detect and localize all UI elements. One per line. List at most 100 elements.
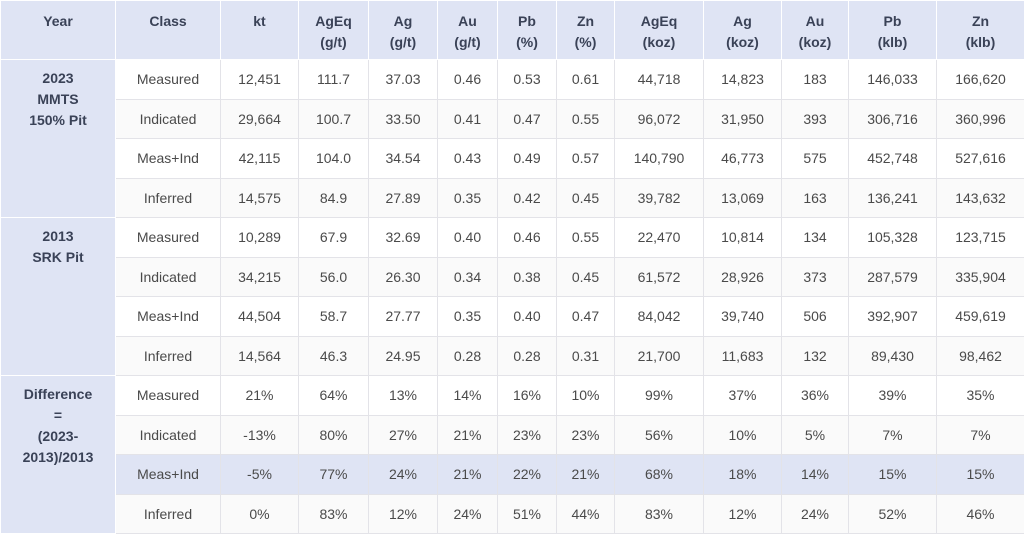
value-cell: 83% — [299, 494, 369, 534]
class-cell: Meas+Ind — [116, 455, 221, 495]
cell-text: Class — [149, 13, 186, 29]
value-cell: 21,700 — [615, 336, 704, 376]
value-cell: 56% — [615, 415, 704, 455]
value-cell: 27% — [369, 415, 438, 455]
cell-text: (%) — [516, 34, 538, 50]
header-cell: Zn(klb) — [937, 1, 1024, 60]
value-cell: 575 — [782, 139, 849, 179]
year-cell: 2013 SRK Pit — [1, 218, 116, 376]
value-cell: 24.95 — [369, 336, 438, 376]
value-cell: 0.41 — [438, 99, 498, 139]
value-cell: 12% — [704, 494, 782, 534]
cell-text: Au — [458, 13, 477, 29]
value-cell: 15% — [937, 455, 1024, 495]
value-cell: 452,748 — [849, 139, 937, 179]
value-cell: 10% — [704, 415, 782, 455]
value-cell: 0.31 — [557, 336, 615, 376]
value-cell: 29,664 — [221, 99, 299, 139]
value-cell: 10,289 — [221, 218, 299, 258]
value-cell: 37% — [704, 376, 782, 416]
cell-text: SRK Pit — [32, 249, 83, 265]
header-cell: Year — [1, 1, 116, 60]
value-cell: 132 — [782, 336, 849, 376]
value-cell: 506 — [782, 297, 849, 337]
value-cell: 39,740 — [704, 297, 782, 337]
cell-text: (koz) — [799, 34, 832, 50]
header-cell: Pb (%) — [498, 1, 557, 60]
header-cell: AgEq(koz) — [615, 1, 704, 60]
cell-text: 2013)/2013 — [23, 449, 94, 465]
value-cell: 7% — [849, 415, 937, 455]
value-cell: 0.47 — [498, 99, 557, 139]
cell-text: 2013 — [42, 228, 73, 244]
class-cell: Inferred — [116, 336, 221, 376]
cell-text: 150% Pit — [29, 112, 87, 128]
value-cell: 15% — [849, 455, 937, 495]
value-cell: 11,683 — [704, 336, 782, 376]
value-cell: 24% — [782, 494, 849, 534]
class-cell: Indicated — [116, 415, 221, 455]
value-cell: 44% — [557, 494, 615, 534]
cell-text: = — [54, 407, 62, 423]
value-cell: 100.7 — [299, 99, 369, 139]
value-cell: 143,632 — [937, 178, 1024, 218]
value-cell: 46.3 — [299, 336, 369, 376]
value-cell: 13,069 — [704, 178, 782, 218]
cell-text: Pb — [518, 13, 536, 29]
class-cell: Measured — [116, 376, 221, 416]
value-cell: 123,715 — [937, 218, 1024, 258]
value-cell: 36% — [782, 376, 849, 416]
value-cell: 99% — [615, 376, 704, 416]
header-cell: Ag(g/t) — [369, 1, 438, 60]
value-cell: 0.40 — [498, 297, 557, 337]
cell-text: Ag — [733, 13, 752, 29]
value-cell: 111.7 — [299, 60, 369, 100]
value-cell: 166,620 — [937, 60, 1024, 100]
value-cell: 89,430 — [849, 336, 937, 376]
cell-text: 2023 — [42, 70, 73, 86]
value-cell: 0.34 — [438, 257, 498, 297]
value-cell: 51% — [498, 494, 557, 534]
value-cell: 0.28 — [438, 336, 498, 376]
value-cell: 134 — [782, 218, 849, 258]
table-row: Indicated-13%80%27%21%23%23%56%10%5%7%7% — [1, 415, 1024, 455]
value-cell: 24% — [438, 494, 498, 534]
value-cell: 27.77 — [369, 297, 438, 337]
value-cell: 61,572 — [615, 257, 704, 297]
class-cell: Measured — [116, 60, 221, 100]
value-cell: 0.42 — [498, 178, 557, 218]
header-cell: Ag(koz) — [704, 1, 782, 60]
header-cell: Class — [116, 1, 221, 60]
value-cell: 80% — [299, 415, 369, 455]
value-cell: 0.38 — [498, 257, 557, 297]
value-cell: 39,782 — [615, 178, 704, 218]
value-cell: 34,215 — [221, 257, 299, 297]
value-cell: 84,042 — [615, 297, 704, 337]
value-cell: 183 — [782, 60, 849, 100]
value-cell: 140,790 — [615, 139, 704, 179]
value-cell: 98,462 — [937, 336, 1024, 376]
cell-text: MMTS — [37, 91, 78, 107]
value-cell: 0.28 — [498, 336, 557, 376]
value-cell: 14,575 — [221, 178, 299, 218]
value-cell: 0.45 — [557, 257, 615, 297]
cell-text: Year — [43, 13, 73, 29]
value-cell: 5% — [782, 415, 849, 455]
class-cell: Measured — [116, 218, 221, 258]
value-cell: 39% — [849, 376, 937, 416]
header-cell: Au(koz) — [782, 1, 849, 60]
value-cell: 0.35 — [438, 297, 498, 337]
value-cell: 42,115 — [221, 139, 299, 179]
year-cell: Difference=(2023-2013)/2013 — [1, 376, 116, 534]
value-cell: 105,328 — [849, 218, 937, 258]
value-cell: 373 — [782, 257, 849, 297]
value-cell: 392,907 — [849, 297, 937, 337]
class-cell: Indicated — [116, 257, 221, 297]
value-cell: 163 — [782, 178, 849, 218]
value-cell: 14,823 — [704, 60, 782, 100]
